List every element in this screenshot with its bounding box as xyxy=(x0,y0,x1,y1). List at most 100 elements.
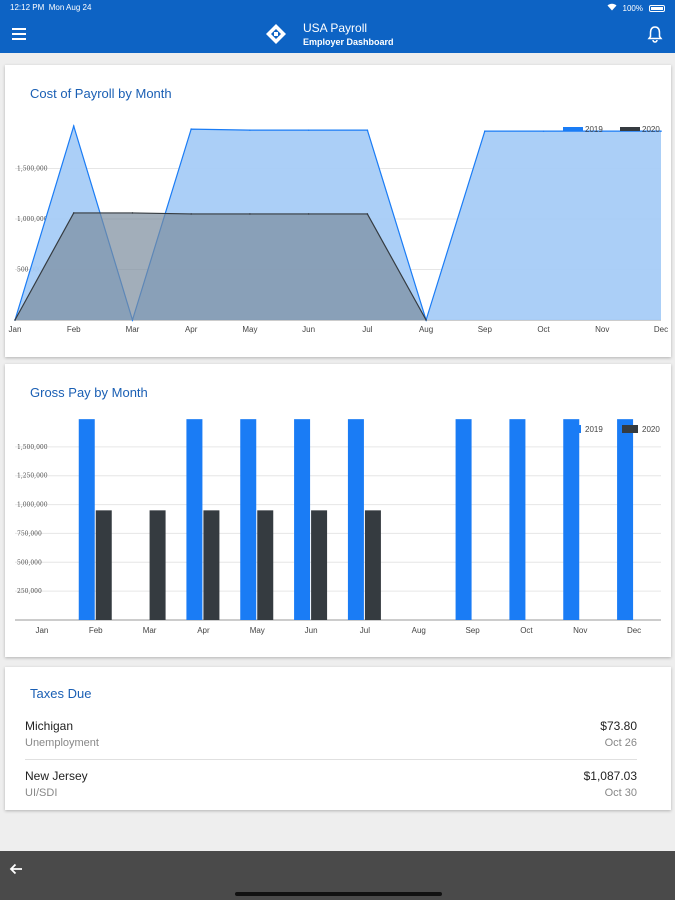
bar-2019 xyxy=(509,419,526,620)
x-tick-label: Mar xyxy=(143,626,157,635)
legend-label: 2020 xyxy=(642,125,660,134)
cost-of-payroll-card: Cost of Payroll by Month 500,000 1,000,00… xyxy=(5,65,671,357)
data-point xyxy=(307,129,310,131)
cost-chart-title: Cost of Payroll by Month xyxy=(30,86,172,101)
bar-2019 xyxy=(617,419,634,620)
gross-chart-title: Gross Pay by Month xyxy=(30,385,148,400)
home-indicator[interactable] xyxy=(235,892,442,896)
taxes-due-card: Taxes Due Michigan Unemployment $73.80 O… xyxy=(5,667,671,810)
legend-swatch xyxy=(563,127,583,131)
bar-2020 xyxy=(203,510,220,620)
app-subtitle: Employer Dashboard xyxy=(303,37,394,47)
data-point xyxy=(307,213,310,215)
bar-2019 xyxy=(240,419,257,620)
bottom-nav-bar xyxy=(0,851,675,900)
x-tick-label: Feb xyxy=(89,626,103,635)
x-tick-label: Nov xyxy=(595,325,609,334)
data-point xyxy=(14,319,16,321)
bar-2019 xyxy=(455,419,472,620)
legend-label: 2019 xyxy=(585,125,603,134)
y-tick-label: 500,000 xyxy=(17,267,42,274)
bar-2019 xyxy=(78,419,95,620)
data-point xyxy=(249,213,251,215)
x-tick-label: Jan xyxy=(9,325,22,334)
tax-amount: $1,087.03 xyxy=(583,769,637,783)
data-point xyxy=(72,212,75,214)
bar-2019 xyxy=(186,419,203,620)
app-bar: USA Payroll Employer Dashboard xyxy=(0,16,675,53)
tax-type: UI/SDI xyxy=(25,787,58,799)
data-point xyxy=(366,213,369,215)
back-arrow-icon[interactable] xyxy=(8,861,24,877)
x-tick-label: Jun xyxy=(305,626,318,635)
cost-of-payroll-chart: 500,000 1,000,000 1,500,000 Jan Feb Mar Apr May… xyxy=(9,118,668,334)
data-point xyxy=(425,319,427,321)
data-point xyxy=(190,213,192,215)
battery-percent: 100% xyxy=(622,3,643,13)
tax-type: Unemployment xyxy=(25,737,99,749)
battery-icon xyxy=(649,4,665,12)
bar-2019 xyxy=(294,419,311,620)
x-tick-label: May xyxy=(250,626,265,635)
data-point xyxy=(131,212,134,214)
bell-icon[interactable] xyxy=(647,25,663,43)
y-tick-label: 1,000,000 xyxy=(17,216,48,223)
data-point xyxy=(249,129,251,131)
legend-swatch xyxy=(565,425,581,433)
x-tick-label: Jun xyxy=(302,325,315,334)
tax-due-date: Oct 26 xyxy=(604,737,637,749)
hamburger-menu-icon[interactable] xyxy=(12,28,26,40)
data-point xyxy=(72,125,75,127)
status-time: 12:12 PM xyxy=(10,3,45,12)
tax-item[interactable]: New Jersey UI/SDI $1,087.03 Oct 30 xyxy=(25,763,637,809)
y-tick-label: 1,500,000 xyxy=(17,166,48,173)
bar-2020 xyxy=(149,510,166,620)
wifi-icon xyxy=(607,3,617,13)
plot-area xyxy=(15,418,661,620)
data-point xyxy=(366,129,369,131)
x-tick-label: Jul xyxy=(360,626,370,635)
x-tick-label: Dec xyxy=(627,626,641,635)
data-point xyxy=(190,128,192,130)
data-point xyxy=(484,130,486,132)
y-tick-label: 1,000,000 xyxy=(17,502,48,509)
app-title: USA Payroll xyxy=(303,21,368,35)
y-tick-label: 750,000 xyxy=(17,530,42,537)
tax-due-date: Oct 30 xyxy=(604,787,637,799)
x-tick-label: Sep xyxy=(478,325,493,334)
taxes-due-title: Taxes Due xyxy=(30,686,92,701)
tax-state: Michigan xyxy=(25,719,74,733)
series-line-2020 xyxy=(14,212,427,321)
data-point xyxy=(601,130,604,132)
data-point xyxy=(542,130,545,132)
legend-swatch xyxy=(620,127,640,131)
y-tick-label: 1,500,000 xyxy=(17,444,48,451)
x-tick-label: Jan xyxy=(35,626,48,635)
x-tick-label: Oct xyxy=(520,626,533,635)
x-tick-label: Dec xyxy=(654,325,668,334)
bar-2020 xyxy=(95,510,112,620)
status-date: Mon Aug 24 xyxy=(48,3,92,12)
data-point xyxy=(660,130,662,132)
y-tick-label: 500,000 xyxy=(17,559,42,566)
x-tick-label: Aug xyxy=(412,626,426,635)
series-area-2020 xyxy=(15,212,427,320)
tax-item[interactable]: Michigan Unemployment $73.80 Oct 26 xyxy=(25,713,637,759)
x-tick-label: May xyxy=(242,325,257,334)
bar-2020 xyxy=(364,510,381,620)
status-time-date: 12:12 PM Mon Aug 24 xyxy=(10,3,91,12)
x-tick-label: Nov xyxy=(573,626,587,635)
y-tick-label: 1,250,000 xyxy=(17,473,48,480)
gross-pay-chart: 250,000 500,000 750,000 1,000,000 1,250,000 1… xyxy=(15,418,661,635)
gross-pay-card: Gross Pay by Month 250,000 500,000 750,000… xyxy=(5,364,671,657)
x-tick-label: Sep xyxy=(465,626,480,635)
bar-2020 xyxy=(257,510,274,620)
legend-swatch xyxy=(622,425,638,433)
x-tick-label: Jul xyxy=(362,325,372,334)
legend-label: 2019 xyxy=(585,425,603,434)
legend-label: 2020 xyxy=(642,425,660,434)
x-tick-label: Feb xyxy=(67,325,81,334)
x-tick-label: Apr xyxy=(185,325,198,334)
x-tick-label: Oct xyxy=(537,325,550,334)
tax-state: New Jersey xyxy=(25,769,88,783)
